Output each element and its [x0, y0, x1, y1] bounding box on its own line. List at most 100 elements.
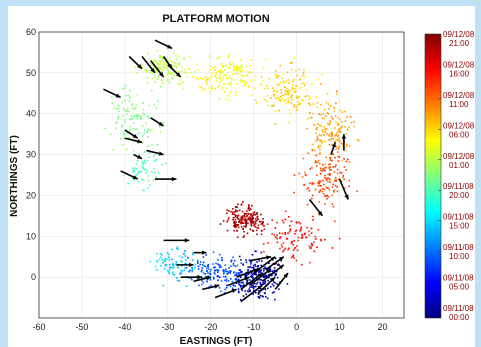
- scatter-point: [291, 241, 293, 243]
- scatter-point: [254, 271, 257, 274]
- scatter-point: [146, 115, 149, 118]
- scatter-point: [250, 275, 252, 278]
- scatter-point: [327, 187, 329, 189]
- scatter-point: [117, 104, 120, 107]
- scatter-point: [224, 275, 227, 278]
- scatter-point: [259, 283, 262, 285]
- scatter-point: [262, 267, 265, 270]
- scatter-point: [223, 269, 226, 272]
- scatter-point: [262, 283, 265, 285]
- scatter-point: [331, 132, 333, 135]
- scatter-point: [333, 189, 335, 192]
- scatter-point: [147, 115, 150, 118]
- scatter-point: [350, 121, 353, 124]
- scatter-point: [146, 82, 149, 84]
- scatter-point: [143, 189, 145, 192]
- scatter-point: [296, 97, 299, 99]
- motion-arrow: [163, 238, 190, 243]
- scatter-point: [206, 280, 208, 283]
- scatter-point: [320, 125, 323, 128]
- scatter-point: [233, 222, 235, 224]
- scatter-point: [330, 137, 333, 140]
- y-tick-label: 60: [26, 27, 36, 37]
- scatter-point: [207, 272, 209, 274]
- scatter-point: [334, 140, 336, 143]
- scatter-point: [241, 66, 243, 68]
- scatter-point: [317, 146, 320, 149]
- scatter-point: [235, 65, 238, 68]
- scatter-point: [177, 63, 180, 65]
- chart-background: [8, 6, 475, 347]
- scatter-point: [156, 261, 159, 263]
- scatter-point: [316, 106, 319, 108]
- scatter-point: [254, 222, 257, 225]
- scatter-point: [329, 163, 332, 165]
- scatter-point: [262, 276, 265, 278]
- x-axis-label: EASTINGS (FT): [180, 336, 253, 347]
- scatter-point: [337, 147, 340, 150]
- scatter-point: [155, 60, 157, 62]
- scatter-point: [153, 104, 155, 107]
- scatter-point: [239, 221, 242, 224]
- scatter-point: [126, 113, 128, 116]
- scatter-point: [278, 263, 280, 266]
- scatter-point: [250, 80, 252, 82]
- scatter-point: [251, 276, 253, 278]
- scatter-point: [216, 80, 218, 82]
- scatter-point: [136, 160, 139, 162]
- scatter-point: [149, 129, 151, 132]
- scatter-point: [327, 173, 329, 176]
- scatter-point: [318, 162, 321, 165]
- scatter-point: [331, 133, 333, 136]
- scatter-point: [151, 72, 154, 74]
- scatter-point: [255, 273, 257, 275]
- scatter-point: [245, 220, 247, 223]
- colorbar-gradient: [424, 33, 442, 319]
- scatter-point: [256, 281, 259, 284]
- scatter-point: [206, 82, 208, 84]
- scatter-point: [124, 84, 127, 87]
- scatter-point: [307, 152, 310, 155]
- scatter-point: [185, 266, 188, 269]
- scatter-point: [173, 273, 176, 276]
- scatter-point: [224, 279, 226, 282]
- scatter-point: [326, 112, 329, 114]
- scatter-point: [357, 139, 360, 142]
- scatter-point: [242, 222, 245, 225]
- scatter-point: [311, 245, 313, 247]
- scatter-point: [135, 163, 138, 165]
- scatter-point: [309, 261, 311, 264]
- scatter-point: [241, 74, 244, 77]
- scatter-point: [336, 90, 338, 93]
- scatter-point: [246, 232, 249, 235]
- scatter-point: [246, 210, 248, 212]
- scatter-point: [191, 266, 193, 269]
- scatter-point: [159, 57, 161, 59]
- scatter-point: [164, 162, 167, 165]
- motion-arrow: [103, 88, 121, 99]
- scatter-point: [238, 281, 241, 283]
- scatter-point: [348, 161, 351, 163]
- scatter-point: [252, 266, 255, 269]
- scatter-point: [187, 256, 189, 259]
- motion-arrow: [176, 262, 194, 268]
- scatter-point: [348, 126, 350, 129]
- scatter-point: [145, 172, 147, 175]
- scatter-point: [290, 96, 292, 99]
- scatter-point: [346, 116, 348, 119]
- scatter-point: [346, 128, 349, 131]
- scatter-point: [124, 118, 127, 121]
- scatter-point: [237, 278, 240, 281]
- scatter-point: [131, 102, 134, 105]
- scatter-point: [264, 281, 266, 284]
- scatter-point: [137, 114, 140, 117]
- scatter-point: [110, 96, 113, 99]
- scatter-point: [167, 69, 169, 71]
- scatter-point: [318, 182, 321, 184]
- scatter-point: [234, 278, 236, 281]
- scatter-point: [164, 265, 167, 267]
- scatter-point: [166, 269, 169, 272]
- scatter-point: [249, 64, 252, 67]
- motion-arrow: [253, 256, 276, 274]
- scatter-point: [313, 250, 316, 253]
